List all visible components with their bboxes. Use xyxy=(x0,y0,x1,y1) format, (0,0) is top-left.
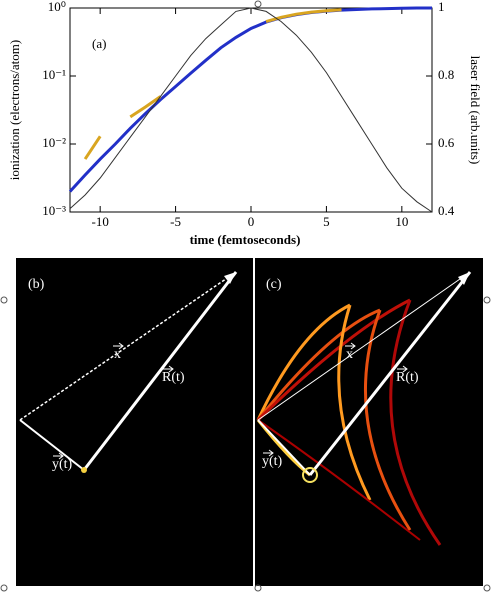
y-tick-label: 10⁰ xyxy=(48,0,66,14)
x-tick-label: 0 xyxy=(248,214,255,229)
y2-tick-label: 1 xyxy=(438,0,445,14)
y-label: y(t) xyxy=(52,457,73,472)
trajectory xyxy=(363,309,412,531)
x-vector xyxy=(19,271,237,421)
y2-axis-label: laser field (arb.units) xyxy=(468,56,483,165)
trajectory xyxy=(256,303,351,421)
y-vector xyxy=(257,419,311,476)
panel-label: (b) xyxy=(28,277,45,292)
r-vector xyxy=(82,271,238,471)
trajectory xyxy=(257,419,421,541)
r-label: R(t) xyxy=(162,370,185,385)
x-tick-label: 5 xyxy=(323,214,330,229)
r-vector xyxy=(308,271,472,476)
trajectory xyxy=(337,304,372,501)
y-label: y(t) xyxy=(262,454,283,469)
vector-arrows xyxy=(53,342,408,460)
x-axis-label: time (femtoseconds) xyxy=(190,232,301,247)
y2-tick-label: 0.4 xyxy=(438,203,455,218)
series-line xyxy=(69,7,433,213)
y2-tick-label: 0.6 xyxy=(438,135,455,150)
series-line xyxy=(83,8,342,160)
y-axis-label: ionization (electrons/atom) xyxy=(7,40,22,180)
panel-c: (c) x R(t) y(t) xyxy=(256,271,472,546)
trajectory xyxy=(256,308,381,421)
series-line xyxy=(68,6,432,193)
arrowhead xyxy=(458,272,470,285)
electron xyxy=(81,467,87,473)
x-tick-label: -5 xyxy=(170,214,181,229)
y-tick-label: 10⁻³ xyxy=(42,203,66,218)
arrowhead xyxy=(224,272,236,284)
panel-label: (c) xyxy=(266,277,282,292)
panel-b-bg xyxy=(16,258,253,586)
plot-frame xyxy=(69,7,433,213)
trajectory xyxy=(389,299,442,546)
electron-circle xyxy=(302,467,318,483)
x-label: x xyxy=(346,347,353,362)
y-tick-label: 10⁻² xyxy=(42,135,66,150)
panel-b: (b) x R(t) y(t) xyxy=(19,271,238,473)
x-tick-label: 10 xyxy=(395,214,408,229)
x-vector xyxy=(257,271,471,421)
x-tick-label: -10 xyxy=(91,214,108,229)
y2-tick-label: 0.8 xyxy=(438,67,454,82)
panel-label: (a) xyxy=(92,36,106,51)
y-vector xyxy=(19,419,85,471)
x-label: x xyxy=(114,347,121,362)
r-label: R(t) xyxy=(396,370,419,385)
y-tick-label: 10⁻¹ xyxy=(42,67,66,82)
